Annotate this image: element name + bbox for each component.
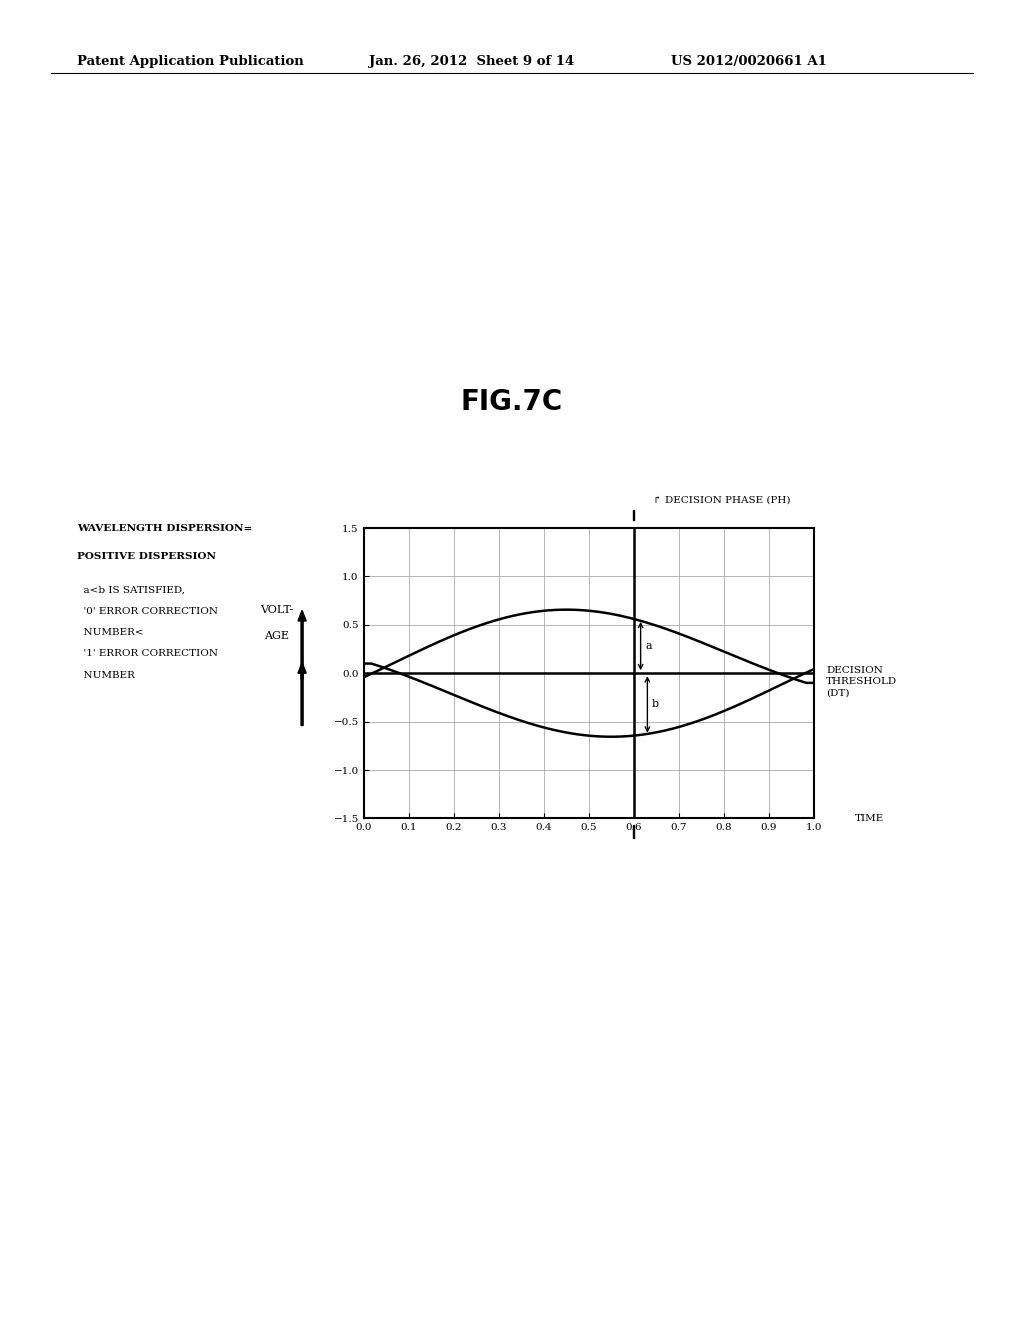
Text: '0' ERROR CORRECTION: '0' ERROR CORRECTION [77, 607, 218, 616]
Text: WAVELENGTH DISPERSION=: WAVELENGTH DISPERSION= [77, 524, 252, 533]
Text: POSITIVE DISPERSION: POSITIVE DISPERSION [77, 552, 216, 561]
Text: DECISION
THRESHOLD
(DT): DECISION THRESHOLD (DT) [826, 667, 897, 697]
Text: NUMBER<: NUMBER< [77, 628, 143, 638]
Text: NUMBER: NUMBER [77, 671, 135, 680]
Text: '1' ERROR CORRECTION: '1' ERROR CORRECTION [77, 649, 218, 659]
Text: b: b [652, 700, 659, 709]
Text: US 2012/0020661 A1: US 2012/0020661 A1 [671, 55, 826, 69]
Text: a<b IS SATISFIED,: a<b IS SATISFIED, [77, 586, 184, 595]
Text: VOLT-: VOLT- [260, 605, 293, 615]
Text: ↱ DECISION PHASE (PH): ↱ DECISION PHASE (PH) [653, 495, 791, 504]
Text: TIME: TIME [855, 814, 884, 822]
Text: a: a [645, 642, 651, 651]
Text: Jan. 26, 2012  Sheet 9 of 14: Jan. 26, 2012 Sheet 9 of 14 [369, 55, 573, 69]
Text: FIG.7C: FIG.7C [461, 388, 563, 416]
Text: AGE: AGE [264, 631, 289, 642]
Text: Patent Application Publication: Patent Application Publication [77, 55, 303, 69]
